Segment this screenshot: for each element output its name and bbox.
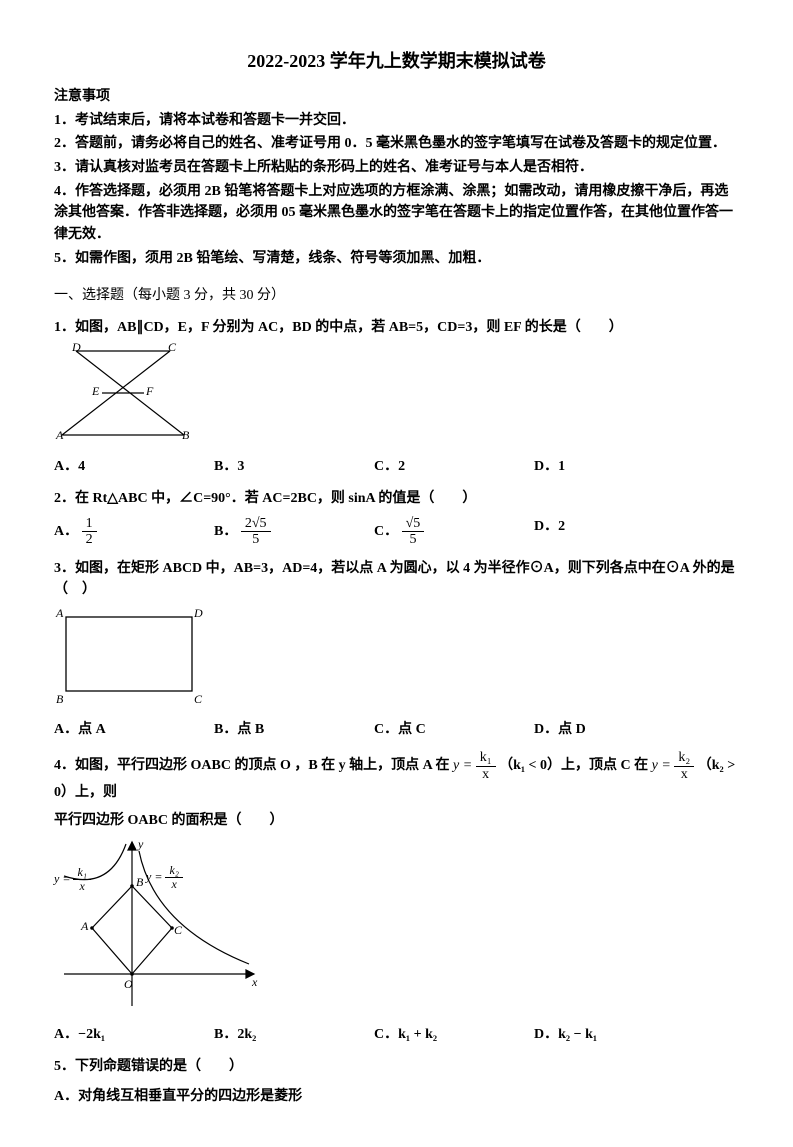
svg-text:C: C [168,343,177,354]
frac-den: 5 [241,532,271,547]
section-1-title: 一、选择题（每小题 3 分，共 30 分） [54,285,739,307]
q3-opt-d: D．点 D [534,719,694,741]
q2-text: 2．在 Rt△ABC 中，∠C=90°．若 AC=2BC，则 sinA 的值是（… [54,488,739,510]
svg-text:C: C [194,692,203,705]
q1-opt-d: D．1 [534,456,694,478]
frac-num: k₁ [73,866,91,880]
svg-text:y: y [137,837,144,851]
q1-opt-c: C．2 [374,456,534,478]
q1-text: 1．如图，AB∥CD，E，F 分别为 AC，BD 的中点，若 AB=5，CD=3… [54,317,739,339]
frac-num: √5 [402,516,425,532]
q3-opt-c: C．点 C [374,719,534,741]
svg-text:A: A [55,606,64,620]
frac-num: k₂ [674,750,694,766]
q2-opt-d: D．2 [534,516,694,548]
svg-text:A: A [80,919,89,933]
q3-opt-b: B．点 B [214,719,374,741]
q4-opt-d: D．k₂ − k₁ [534,1024,694,1046]
frac-den: x [476,767,496,782]
q2-opt-a: A． 12 [54,516,214,548]
q4-opt-a: A．−2k₁ [54,1024,214,1046]
frac-den: 2 [82,532,97,547]
curve1-label: y = k₁x [54,866,91,893]
exam-page: 2022-2023 学年九上数学期末模拟试卷 注意事项 1．考试结束后，请将本试… [0,0,793,1147]
q1-opt-a: A．4 [54,456,214,478]
q3-text: 3．如图，在矩形 ABCD 中，AB=3，AD=4，若以点 A 为圆心，以 4 … [54,558,739,601]
q1-figure: A B D C E F [54,343,739,451]
svg-text:B: B [56,692,64,705]
y-eq: y = [453,758,472,773]
notice-block: 1．考试结束后，请将本试卷和答题卡一并交回． 2．答题前，请务必将自己的姓名、准… [54,110,739,270]
q4-options: A．−2k₁ B．2k₂ C．k₁ + k₂ D．k₂ − k₁ [54,1024,739,1046]
q1-options: A．4 B．3 C．2 D．1 [54,456,739,478]
svg-text:E: E [91,384,100,398]
frac-num: 2√5 [241,516,271,532]
q4-pre: 4．如图，平行四边形 OABC 的顶点 O ，B 在 y 轴上，顶点 A 在 [54,758,453,773]
y-eq: y = [54,871,70,885]
exam-title: 2022-2023 学年九上数学期末模拟试卷 [54,48,739,76]
q4-opt-b: B．2k₂ [214,1024,374,1046]
svg-text:A: A [55,428,64,442]
frac-den: x [674,767,694,782]
curve2-label: y = k₂x [146,864,183,891]
svg-text:C: C [174,923,183,937]
q2-opt-b: B． 2√55 [214,516,374,548]
y-eq: y = [146,869,162,883]
frac-num: k₂ [165,864,183,878]
svg-text:B: B [182,428,190,442]
frac-den: 5 [402,532,425,547]
q4-mid1: （k₁ < 0）上，顶点 C 在 [499,758,652,773]
notice-line: 3．请认真核对监考员在答题卡上所粘贴的条形码上的姓名、准考证号与本人是否相符． [54,157,739,179]
svg-text:F: F [145,384,154,398]
svg-text:x: x [251,975,258,989]
frac-den: x [73,880,91,893]
y-eq: y = [652,758,671,773]
notice-heading: 注意事项 [54,86,739,108]
q1-opt-b: B．3 [214,456,374,478]
opt-label: B． [214,524,237,539]
frac-num: 1 [82,516,97,532]
q4-opt-c: C．k₁ + k₂ [374,1024,534,1046]
svg-text:D: D [71,343,81,354]
q3-opt-a: A．点 A [54,719,214,741]
notice-line: 2．答题前，请务必将自己的姓名、准考证号用 0．5 毫米黑色墨水的签字笔填写在试… [54,133,739,155]
q3-options: A．点 A B．点 B C．点 C D．点 D [54,719,739,741]
svg-text:O: O [124,977,133,991]
q5-text: 5．下列命题错误的是（ ） [54,1056,739,1078]
q4-text-line2: 平行四边形 OABC 的面积是（ ） [54,810,739,832]
q2-options: A． 12 B． 2√55 C． √55 D．2 [54,516,739,548]
frac-den: x [165,878,183,891]
opt-label: A． [54,524,78,539]
svg-text:D: D [193,606,203,620]
notice-line: 4．作答选择题，必须用 2B 铅笔将答题卡上对应选项的方框涂满、涂黑；如需改动，… [54,181,739,246]
notice-line: 5．如需作图，须用 2B 铅笔绘、写清楚，线条、符号等须加黑、加粗． [54,248,739,270]
q5-opt-a: A．对角线互相垂直平分的四边形是菱形 [54,1086,739,1108]
opt-label: C． [374,524,398,539]
svg-text:B: B [136,875,144,889]
q2-opt-c: C． √55 [374,516,534,548]
q4-figure: O A B C x y y = k₁x y = k₂x [54,836,264,1019]
frac-num: k₁ [476,750,496,766]
q4-text-line1: 4．如图，平行四边形 OABC 的顶点 O ，B 在 y 轴上，顶点 A 在 y… [54,750,739,803]
q3-figure: A D B C [54,605,739,713]
notice-line: 1．考试结束后，请将本试卷和答题卡一并交回． [54,110,739,132]
